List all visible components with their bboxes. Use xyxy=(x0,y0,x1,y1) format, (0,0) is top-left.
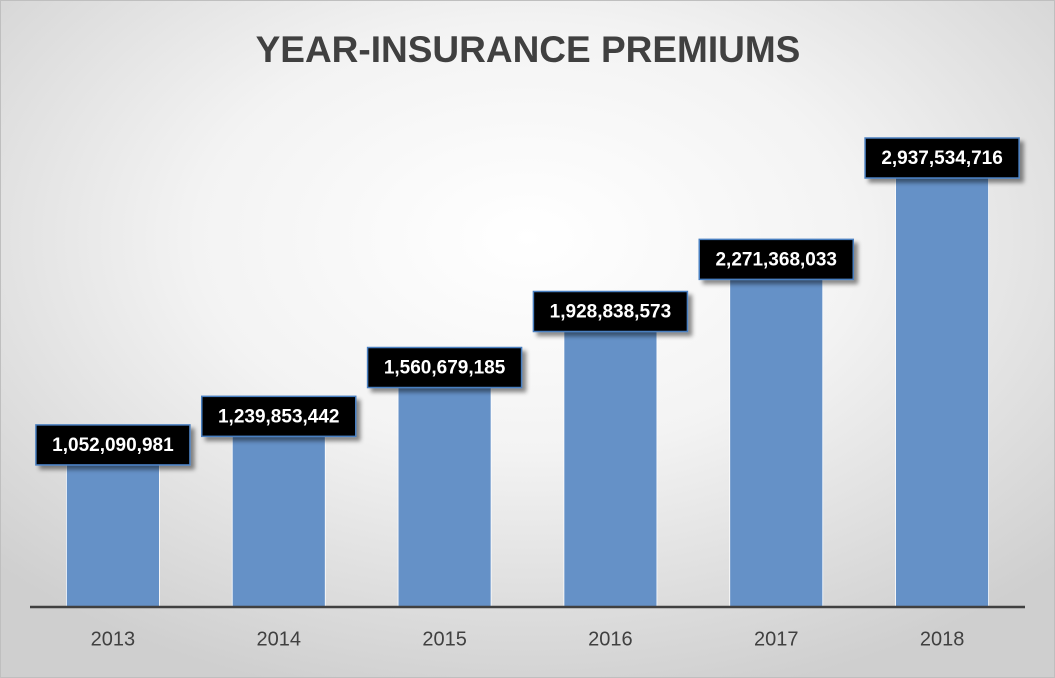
data-label: 2,271,368,033 xyxy=(715,249,837,270)
bar xyxy=(563,313,658,608)
data-label-box xyxy=(366,346,523,389)
bar xyxy=(729,260,824,608)
bar xyxy=(231,417,326,608)
data-label: 1,560,679,185 xyxy=(384,358,506,379)
data-label: 1,928,838,573 xyxy=(550,302,672,323)
data-label: 1,052,090,981 xyxy=(52,435,174,456)
x-tick-label: 2013 xyxy=(91,628,136,650)
x-tick-label: 2016 xyxy=(588,628,633,650)
x-tick-label: 2014 xyxy=(257,628,302,650)
bar xyxy=(397,369,492,608)
data-label-box xyxy=(532,290,689,333)
data-label: 1,239,853,442 xyxy=(218,406,340,427)
bar xyxy=(895,159,989,608)
data-label-box xyxy=(35,424,191,466)
x-tick-label: 2015 xyxy=(422,628,467,650)
chart-title: YEAR-INSURANCE PREMIUMS xyxy=(256,29,801,70)
x-tick-label: 2017 xyxy=(754,628,799,650)
data-label-box xyxy=(864,137,1020,179)
data-label-box xyxy=(698,238,854,281)
data-label: 2,937,534,716 xyxy=(881,148,1003,169)
bar xyxy=(66,446,160,608)
data-label-box xyxy=(201,395,357,438)
x-tick-label: 2018 xyxy=(920,628,965,650)
